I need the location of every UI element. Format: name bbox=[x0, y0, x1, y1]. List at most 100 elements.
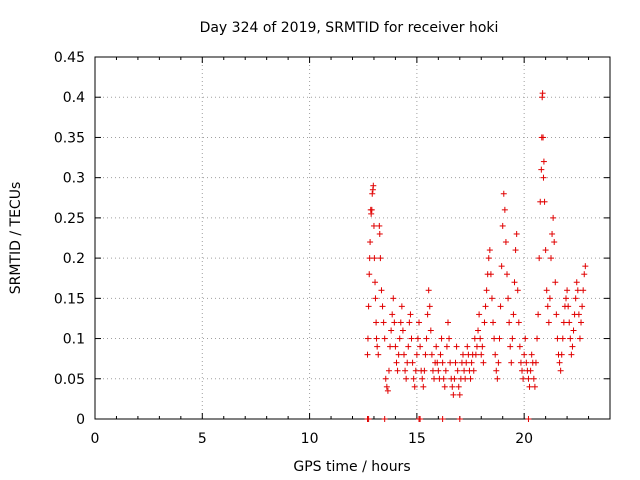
data-point bbox=[558, 351, 565, 358]
data-point bbox=[407, 311, 414, 318]
x-tick-label: 15 bbox=[408, 431, 426, 447]
x-tick-label: 5 bbox=[198, 431, 207, 447]
data-point bbox=[364, 351, 371, 358]
data-point bbox=[428, 351, 435, 358]
data-point bbox=[438, 335, 445, 342]
data-point bbox=[368, 210, 375, 217]
data-point bbox=[425, 287, 432, 294]
data-point bbox=[573, 279, 580, 286]
grid bbox=[95, 57, 610, 419]
data-point bbox=[388, 327, 395, 334]
data-point bbox=[370, 222, 377, 229]
data-point bbox=[545, 319, 552, 326]
data-point bbox=[578, 319, 585, 326]
data-point bbox=[464, 343, 471, 350]
data-point bbox=[389, 311, 396, 318]
y-tick-label: 0.45 bbox=[54, 50, 85, 66]
data-point bbox=[507, 343, 514, 350]
data-point bbox=[498, 263, 505, 270]
data-point bbox=[423, 335, 430, 342]
data-point bbox=[420, 383, 427, 390]
data-point bbox=[515, 319, 522, 326]
data-point bbox=[549, 230, 556, 237]
data-point bbox=[532, 359, 539, 366]
data-point bbox=[391, 319, 398, 326]
data-point bbox=[454, 367, 461, 374]
data-point bbox=[405, 343, 412, 350]
data-point bbox=[488, 295, 495, 302]
axis-ticks: 0 5 10 15 20 0 0.05 0.1 0.15 0.2 0.25 0.3 0.35 0.4 0.4… bbox=[54, 50, 610, 447]
data-point bbox=[551, 239, 558, 246]
data-point bbox=[381, 335, 388, 342]
data-point bbox=[490, 319, 497, 326]
data-point bbox=[456, 391, 463, 398]
data-point bbox=[538, 166, 545, 173]
data-point bbox=[380, 319, 387, 326]
data-point bbox=[540, 158, 547, 165]
data-point bbox=[546, 295, 553, 302]
data-point bbox=[443, 343, 450, 350]
data-point bbox=[417, 416, 424, 422]
data-point bbox=[527, 367, 534, 374]
data-point bbox=[452, 359, 459, 366]
data-point bbox=[501, 206, 508, 213]
data-point bbox=[514, 287, 521, 294]
data-point bbox=[525, 375, 532, 382]
data-point bbox=[547, 255, 554, 262]
data-point bbox=[385, 367, 392, 374]
data-point bbox=[463, 359, 470, 366]
y-tick-label: 0.3 bbox=[63, 171, 85, 187]
data-point bbox=[462, 375, 469, 382]
data-point bbox=[408, 335, 415, 342]
data-point bbox=[568, 351, 575, 358]
data-point bbox=[493, 367, 500, 374]
data-point bbox=[476, 311, 483, 318]
data-point bbox=[502, 239, 509, 246]
data-point bbox=[509, 335, 516, 342]
data-point bbox=[513, 230, 520, 237]
data-point bbox=[384, 387, 391, 394]
data-point bbox=[570, 327, 577, 334]
data-point bbox=[504, 271, 510, 278]
data-point bbox=[552, 279, 559, 286]
data-point bbox=[531, 383, 538, 390]
data-point bbox=[505, 295, 512, 302]
data-point bbox=[566, 319, 573, 326]
data-point bbox=[497, 303, 504, 310]
y-tick-label: 0.05 bbox=[54, 372, 85, 388]
data-point bbox=[499, 222, 506, 229]
data-point bbox=[406, 319, 413, 326]
data-point bbox=[491, 335, 498, 342]
data-point bbox=[523, 359, 530, 366]
data-point bbox=[414, 335, 421, 342]
data-point bbox=[520, 375, 527, 382]
data-point bbox=[402, 367, 409, 374]
data-point bbox=[403, 375, 410, 382]
data-point bbox=[446, 335, 453, 342]
data-point bbox=[534, 335, 541, 342]
data-point bbox=[564, 287, 571, 294]
data-point bbox=[467, 375, 474, 382]
data-point bbox=[440, 375, 447, 382]
data-point bbox=[365, 416, 372, 422]
data-point bbox=[496, 335, 503, 342]
data-point bbox=[383, 383, 390, 390]
data-point bbox=[540, 174, 547, 181]
data-point bbox=[500, 190, 507, 197]
data-point bbox=[471, 335, 478, 342]
data-point bbox=[543, 287, 550, 294]
data-point bbox=[395, 351, 402, 358]
data-point bbox=[541, 198, 548, 205]
data-point bbox=[378, 287, 385, 294]
data-point bbox=[528, 351, 535, 358]
data-point bbox=[521, 351, 528, 358]
data-point bbox=[411, 383, 418, 390]
data-point bbox=[374, 343, 381, 350]
data-point bbox=[522, 335, 529, 342]
data-point bbox=[444, 319, 451, 326]
data-point bbox=[441, 383, 448, 390]
data-point bbox=[473, 343, 480, 350]
data-point bbox=[394, 367, 401, 374]
y-tick-label: 0.35 bbox=[54, 130, 85, 146]
